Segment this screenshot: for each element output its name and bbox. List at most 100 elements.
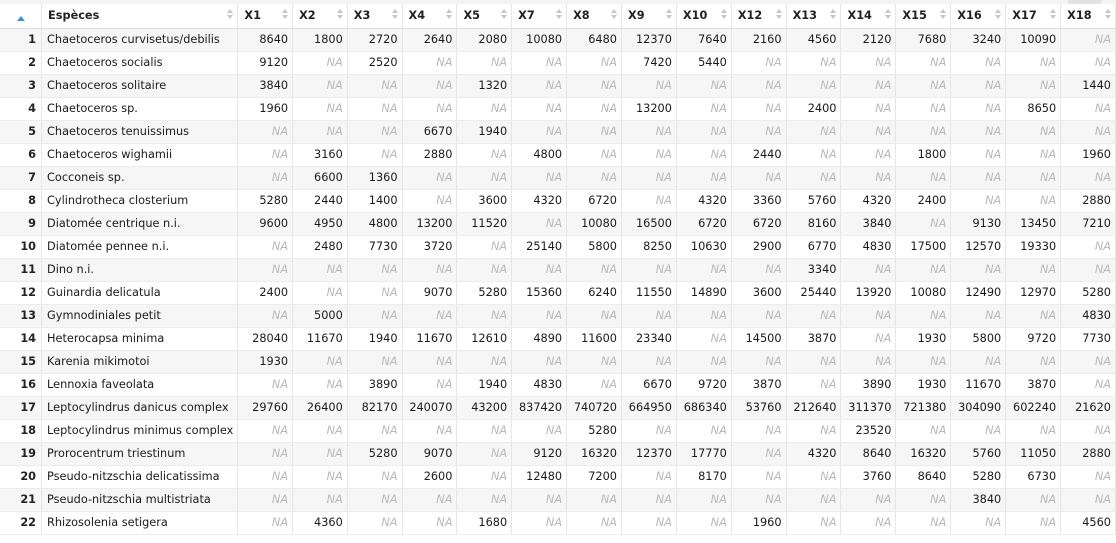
column-header-x18[interactable]: X18 — [1060, 4, 1116, 29]
value-cell: 23520 — [840, 419, 897, 443]
column-header-x13[interactable]: X13 — [786, 4, 842, 29]
column-header-x12[interactable]: X12 — [731, 4, 787, 29]
table-row: 11 Dino n.i. NA NA NA NA NA NA NA NA NA NA 3340 NA NA N… — [0, 258, 1116, 282]
value-cell: 1940 — [347, 327, 403, 351]
na-cell: NA — [676, 419, 732, 443]
value-cell: 29760 — [237, 396, 294, 420]
na-cell: NA — [731, 488, 787, 512]
value-cell: 16320 — [895, 442, 952, 466]
na-cell: NA — [731, 304, 787, 328]
column-header-x16[interactable]: X16 — [950, 4, 1007, 29]
sort-toggle-icon[interactable] — [282, 9, 289, 21]
column-header-x17[interactable]: X17 — [1005, 4, 1062, 29]
na-cell: NA — [237, 419, 294, 443]
column-header-x9[interactable]: X9 — [621, 4, 677, 29]
row-index-header[interactable] — [0, 4, 43, 29]
sort-toggle-icon[interactable] — [830, 9, 837, 21]
sort-toggle-icon[interactable] — [446, 9, 453, 21]
species-cell: Pseudo-nitzschia multistriata — [41, 488, 239, 512]
value-cell: 304090 — [950, 396, 1007, 420]
column-header-x2[interactable]: X2 — [292, 4, 348, 29]
sort-toggle-icon[interactable] — [995, 9, 1002, 21]
na-cell: NA — [511, 258, 568, 282]
na-cell: NA — [676, 488, 732, 512]
column-header-esp-ces[interactable]: Espèces — [41, 4, 239, 29]
column-header-x7[interactable]: X7 — [511, 4, 568, 29]
sort-toggle-icon[interactable] — [227, 9, 234, 21]
table-body: 1 Chaetoceros curvisetus/debilis 8640 1800 2… — [0, 28, 1116, 535]
sort-toggle-icon[interactable] — [665, 9, 673, 21]
species-cell: Gymnodiniales petit — [41, 304, 239, 328]
column-header-label: X3 — [353, 9, 371, 23]
value-cell: 3870 — [1005, 373, 1062, 397]
column-header-x4[interactable]: X4 — [402, 4, 458, 29]
na-cell: NA — [895, 350, 952, 374]
value-cell: 3160 — [292, 143, 348, 167]
na-cell: NA — [895, 120, 952, 144]
na-cell: NA — [511, 120, 568, 144]
na-cell: NA — [402, 419, 458, 443]
value-cell: 7420 — [621, 51, 677, 75]
column-header-x1[interactable]: X1 — [237, 4, 294, 29]
column-header-x15[interactable]: X15 — [895, 4, 952, 29]
column-header-label: X16 — [957, 9, 982, 23]
value-cell: 240070 — [402, 396, 458, 420]
sort-toggle-icon[interactable] — [336, 9, 344, 21]
sort-toggle-icon[interactable] — [720, 9, 728, 21]
value-cell: 311370 — [840, 396, 897, 420]
na-cell: NA — [347, 281, 403, 305]
species-cell: Cylindrotheca closterium — [41, 189, 239, 213]
table-row: 6 Chaetoceros wighamii NA 3160 NA 2880 NA 4800 N… — [0, 143, 1116, 167]
na-cell: NA — [895, 166, 952, 190]
column-header-x5[interactable]: X5 — [456, 4, 513, 29]
na-cell: NA — [456, 304, 513, 328]
row-number: 20 — [0, 465, 43, 489]
sort-toggle-icon[interactable] — [501, 9, 508, 21]
na-cell: NA — [840, 350, 897, 374]
value-cell: 664950 — [621, 396, 677, 420]
table-row: 4 Chaetoceros sp. 1960 NA NA NA NA NA NA 13200 NA N… — [0, 97, 1116, 121]
na-cell: NA — [621, 419, 677, 443]
value-cell: 2400 — [895, 189, 952, 213]
species-cell: Chaetoceros sp. — [41, 97, 239, 121]
value-cell: 9720 — [676, 373, 732, 397]
table-row: 8 Cylindrotheca closterium 5280 2440 1400 NA 3… — [0, 189, 1116, 213]
sort-toggle-icon[interactable] — [391, 9, 399, 21]
value-cell: 1960 — [237, 97, 294, 121]
na-cell: NA — [566, 51, 622, 75]
row-number: 22 — [0, 511, 43, 535]
na-cell: NA — [456, 419, 513, 443]
sort-toggle-icon[interactable] — [940, 9, 947, 21]
sort-toggle-icon[interactable] — [885, 9, 892, 21]
na-cell: NA — [786, 350, 842, 374]
na-cell: NA — [292, 442, 348, 466]
na-cell: NA — [1060, 373, 1116, 397]
sort-toggle-icon[interactable] — [1105, 9, 1112, 21]
na-cell: NA — [1005, 166, 1062, 190]
na-cell: NA — [621, 465, 677, 489]
column-header-x10[interactable]: X10 — [676, 4, 732, 29]
sort-toggle-icon[interactable] — [1050, 9, 1057, 21]
na-cell: NA — [621, 166, 677, 190]
na-cell: NA — [511, 511, 568, 535]
value-cell: 5280 — [950, 465, 1007, 489]
column-header-x3[interactable]: X3 — [347, 4, 403, 29]
sort-toggle-icon[interactable] — [775, 9, 783, 21]
row-number: 21 — [0, 488, 43, 512]
value-cell: 9070 — [402, 281, 458, 305]
column-header-x14[interactable]: X14 — [840, 4, 897, 29]
na-cell: NA — [950, 97, 1007, 121]
sort-toggle-icon[interactable] — [556, 9, 563, 21]
value-cell: 1680 — [456, 511, 513, 535]
na-cell: NA — [402, 74, 458, 98]
row-number: 17 — [0, 396, 43, 420]
value-cell: 4800 — [347, 212, 403, 236]
na-cell: NA — [1005, 258, 1062, 282]
na-cell: NA — [1005, 350, 1062, 374]
na-cell: NA — [840, 120, 897, 144]
value-cell: 4800 — [511, 143, 568, 167]
sort-toggle-icon[interactable] — [611, 9, 618, 21]
species-cell: Leptocylindrus minimus complex — [41, 419, 239, 443]
column-header-x8[interactable]: X8 — [566, 4, 622, 29]
value-cell: 2400 — [237, 281, 294, 305]
